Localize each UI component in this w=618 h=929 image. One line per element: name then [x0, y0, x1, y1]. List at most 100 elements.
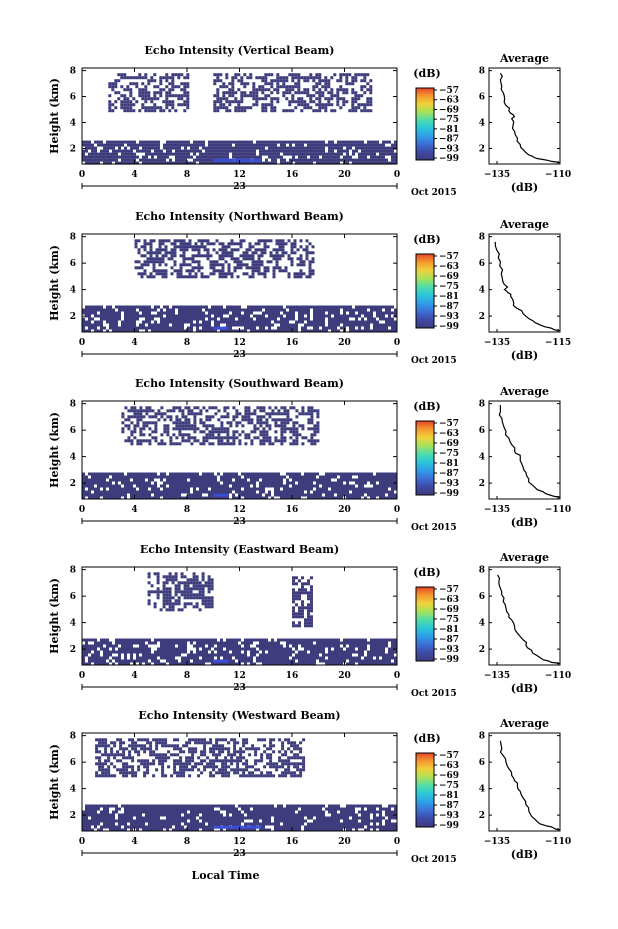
echo-cell	[130, 487, 133, 491]
echo-cell	[165, 103, 169, 107]
echo-cell	[219, 73, 223, 77]
echo-cell	[331, 472, 334, 476]
echo-cell	[310, 656, 313, 660]
panel-title: Echo Intensity (Vertical Beam)	[144, 44, 334, 57]
echo-cell	[349, 496, 352, 500]
echo-cell	[307, 409, 311, 413]
echo-cell	[340, 496, 343, 500]
echo-cell	[223, 484, 226, 488]
echo-cell	[325, 653, 328, 657]
echo-cell	[315, 82, 319, 86]
echo-cell	[262, 659, 265, 663]
echo-cell	[327, 103, 331, 107]
panel-3: Echo Intensity (Southward Beam)2468Heigh…	[48, 377, 571, 533]
echo-cell	[173, 269, 177, 273]
echo-cell	[145, 406, 149, 410]
echo-cell	[231, 79, 235, 83]
echo-cell	[298, 433, 302, 437]
echo-cell	[184, 329, 187, 333]
echo-cell	[146, 263, 150, 267]
echo-cell	[194, 245, 198, 249]
echo-cell	[259, 329, 262, 333]
echo-cell	[219, 106, 223, 110]
echo-cell	[159, 76, 163, 80]
echo-cell	[283, 653, 286, 657]
echo-cell	[148, 158, 151, 162]
echo-cell	[121, 158, 124, 162]
echo-cell	[166, 155, 169, 159]
echo-cell	[162, 596, 166, 600]
echo-cell	[373, 647, 376, 651]
echo-cell	[293, 239, 297, 243]
echo-cell	[285, 109, 289, 113]
echo-cell	[196, 320, 199, 324]
echo-cell	[178, 490, 181, 494]
echo-cell	[175, 659, 178, 663]
echo-cell	[331, 155, 334, 159]
echo-cell	[316, 481, 319, 485]
echo-cell	[370, 158, 373, 162]
echo-cell	[369, 88, 373, 92]
echo-cell	[305, 239, 309, 243]
echo-cell	[175, 487, 178, 491]
echo-cell	[337, 647, 340, 651]
echo-cell	[226, 638, 229, 642]
echo-cell	[157, 650, 160, 654]
echo-cell	[166, 478, 169, 482]
echo-cell	[391, 662, 394, 666]
echo-cell	[394, 472, 397, 476]
echo-cell	[115, 140, 118, 144]
echo-cell	[357, 94, 361, 98]
echo-cell	[175, 493, 178, 497]
echo-cell	[307, 311, 310, 315]
echo-cell	[220, 439, 224, 443]
echo-cell	[241, 430, 245, 434]
echo-cell	[244, 326, 247, 330]
echo-cell	[290, 257, 294, 261]
echo-cell	[216, 97, 220, 101]
echo-cell	[169, 161, 172, 165]
echo-cell	[202, 155, 205, 159]
echo-cell	[346, 496, 349, 500]
echo-cell	[268, 481, 271, 485]
echo-cell	[126, 85, 130, 89]
echo-cell	[212, 263, 216, 267]
echo-cell	[235, 647, 238, 651]
echo-cell	[94, 481, 97, 485]
colorbar-tick-label: −69	[439, 439, 459, 449]
echo-cell	[118, 305, 121, 309]
colorbar-tick-label: −63	[439, 429, 459, 439]
echo-cell	[100, 311, 103, 315]
echo-cell	[214, 638, 217, 642]
x-tick-label: 16	[286, 338, 299, 348]
echo-cell	[316, 317, 319, 321]
echo-cell	[272, 257, 276, 261]
echo-cell	[143, 254, 147, 258]
echo-cell	[115, 659, 118, 663]
echo-cell	[205, 650, 208, 654]
echo-cell	[307, 475, 310, 479]
echo-cell	[103, 641, 106, 645]
echo-cell	[328, 490, 331, 494]
echo-cell	[225, 91, 229, 95]
echo-cell	[183, 100, 187, 104]
echo-cell	[241, 493, 244, 497]
echo-cell	[251, 245, 255, 249]
echo-cell	[232, 475, 235, 479]
echo-cell	[144, 100, 148, 104]
echo-cell	[289, 662, 292, 666]
echo-cell	[208, 493, 211, 497]
echo-cell	[229, 149, 232, 153]
echo-cell	[139, 140, 142, 144]
echo-cell	[114, 91, 118, 95]
echo-cell	[294, 100, 298, 104]
echo-cell	[213, 106, 217, 110]
echo-cell	[292, 442, 296, 446]
echo-cell	[160, 149, 163, 153]
echo-cell	[385, 484, 388, 488]
echo-cell	[274, 421, 278, 425]
echo-cell	[196, 644, 199, 648]
echo-cell	[147, 109, 151, 113]
echo-cell	[366, 109, 370, 113]
echo-cell	[292, 659, 295, 663]
